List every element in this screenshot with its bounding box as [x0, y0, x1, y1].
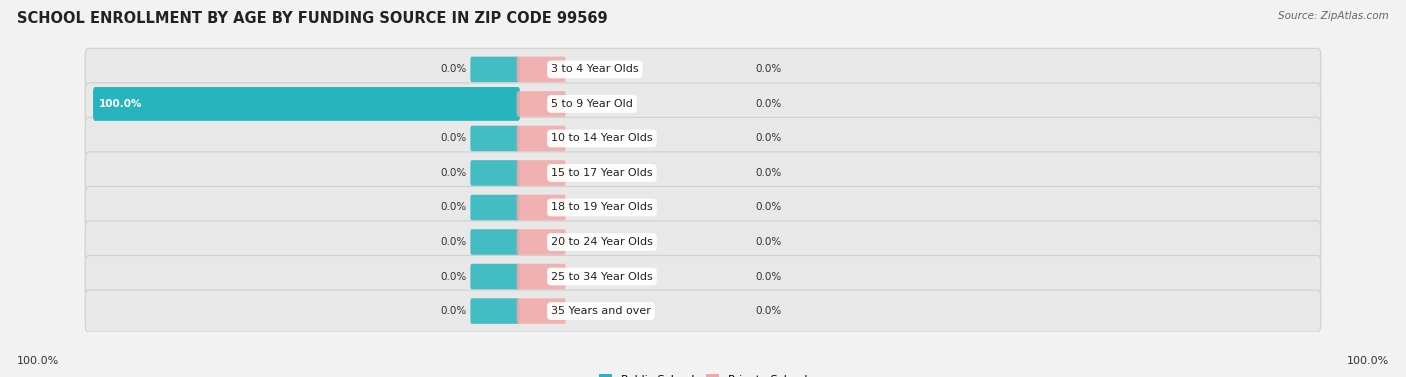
Text: 0.0%: 0.0% — [756, 64, 782, 74]
FancyBboxPatch shape — [471, 229, 519, 255]
FancyBboxPatch shape — [86, 48, 1320, 90]
FancyBboxPatch shape — [516, 126, 565, 151]
FancyBboxPatch shape — [516, 298, 565, 324]
Text: 100.0%: 100.0% — [1347, 356, 1389, 366]
Text: 0.0%: 0.0% — [756, 133, 782, 143]
Text: 100.0%: 100.0% — [17, 356, 59, 366]
FancyBboxPatch shape — [93, 87, 520, 121]
FancyBboxPatch shape — [86, 290, 1320, 332]
Text: 0.0%: 0.0% — [756, 306, 782, 316]
Text: 0.0%: 0.0% — [756, 168, 782, 178]
Text: 0.0%: 0.0% — [756, 99, 782, 109]
FancyBboxPatch shape — [86, 221, 1320, 263]
Text: 0.0%: 0.0% — [440, 237, 467, 247]
Text: 18 to 19 Year Olds: 18 to 19 Year Olds — [551, 202, 652, 213]
FancyBboxPatch shape — [471, 57, 519, 82]
FancyBboxPatch shape — [86, 83, 1320, 125]
Text: 0.0%: 0.0% — [440, 168, 467, 178]
FancyBboxPatch shape — [516, 160, 565, 186]
Text: 20 to 24 Year Olds: 20 to 24 Year Olds — [551, 237, 652, 247]
FancyBboxPatch shape — [516, 195, 565, 220]
Text: 0.0%: 0.0% — [440, 306, 467, 316]
FancyBboxPatch shape — [86, 152, 1320, 194]
Text: Source: ZipAtlas.com: Source: ZipAtlas.com — [1278, 11, 1389, 21]
Text: SCHOOL ENROLLMENT BY AGE BY FUNDING SOURCE IN ZIP CODE 99569: SCHOOL ENROLLMENT BY AGE BY FUNDING SOUR… — [17, 11, 607, 26]
Text: 0.0%: 0.0% — [440, 202, 467, 213]
Text: 35 Years and over: 35 Years and over — [551, 306, 651, 316]
Text: 100.0%: 100.0% — [98, 99, 142, 109]
Text: 5 to 9 Year Old: 5 to 9 Year Old — [551, 99, 633, 109]
FancyBboxPatch shape — [471, 126, 519, 151]
FancyBboxPatch shape — [471, 264, 519, 289]
Legend: Public School, Private School: Public School, Private School — [595, 370, 811, 377]
FancyBboxPatch shape — [86, 256, 1320, 297]
Text: 0.0%: 0.0% — [440, 271, 467, 282]
Text: 3 to 4 Year Olds: 3 to 4 Year Olds — [551, 64, 638, 74]
FancyBboxPatch shape — [86, 187, 1320, 228]
FancyBboxPatch shape — [471, 298, 519, 324]
FancyBboxPatch shape — [471, 195, 519, 220]
Text: 0.0%: 0.0% — [756, 202, 782, 213]
Text: 0.0%: 0.0% — [756, 237, 782, 247]
FancyBboxPatch shape — [516, 91, 565, 117]
Text: 15 to 17 Year Olds: 15 to 17 Year Olds — [551, 168, 652, 178]
Text: 0.0%: 0.0% — [440, 133, 467, 143]
FancyBboxPatch shape — [516, 264, 565, 289]
FancyBboxPatch shape — [516, 57, 565, 82]
Text: 25 to 34 Year Olds: 25 to 34 Year Olds — [551, 271, 652, 282]
FancyBboxPatch shape — [86, 117, 1320, 159]
FancyBboxPatch shape — [516, 229, 565, 255]
Text: 0.0%: 0.0% — [440, 64, 467, 74]
FancyBboxPatch shape — [471, 160, 519, 186]
Text: 0.0%: 0.0% — [756, 271, 782, 282]
Text: 10 to 14 Year Olds: 10 to 14 Year Olds — [551, 133, 652, 143]
